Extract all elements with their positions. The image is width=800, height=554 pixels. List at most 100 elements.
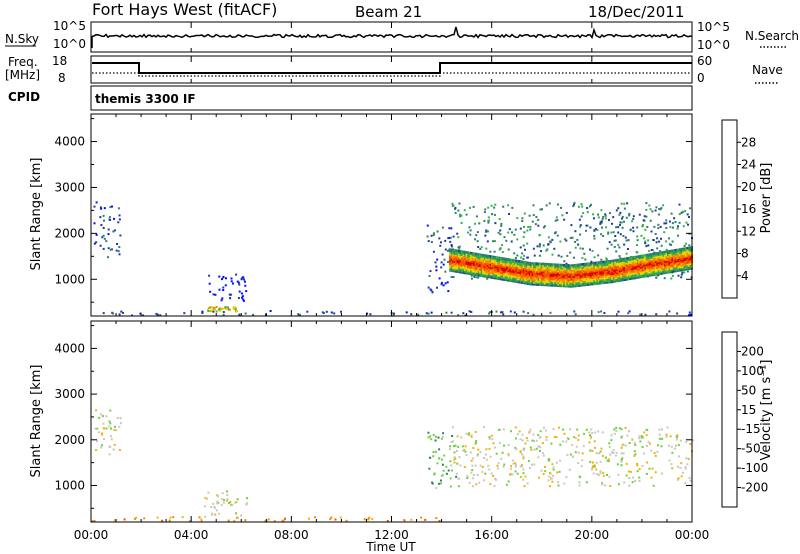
band-cell (552, 284, 555, 287)
band-cell (685, 266, 687, 269)
band-cell (488, 269, 491, 272)
echo-cell (454, 211, 457, 214)
band-cell (473, 271, 476, 275)
band-cell (491, 268, 494, 271)
band-cell (590, 275, 593, 278)
band-cell (614, 265, 617, 269)
echo-cell (298, 313, 301, 316)
band-cell (674, 266, 677, 270)
band-cell (462, 258, 465, 262)
band-cell (602, 276, 605, 280)
band-cell (525, 271, 528, 274)
band-cell (683, 252, 686, 255)
band-cell (474, 260, 477, 264)
echo-cell (215, 509, 218, 512)
band-cell (539, 270, 542, 274)
band-cell (611, 269, 614, 272)
band-cell (647, 256, 650, 260)
band-cell (614, 267, 617, 270)
band-cell (635, 276, 638, 279)
band-cell (654, 253, 657, 257)
band-cell (591, 276, 594, 279)
echo-cell (492, 240, 495, 243)
echo-cell (684, 482, 687, 484)
echo-cell (471, 464, 474, 467)
echo-cell (238, 283, 241, 286)
band-cell (668, 262, 671, 266)
band-cell (677, 254, 680, 258)
band-cell (521, 275, 524, 278)
band-cell (685, 268, 687, 271)
band-cell (673, 257, 675, 260)
band-cell (657, 266, 660, 269)
echo-cell (226, 499, 229, 502)
band-cell (488, 261, 491, 264)
band-cell (491, 257, 494, 260)
band-cell (582, 277, 585, 280)
band-cell (582, 264, 585, 268)
power-panel-frame (90, 113, 693, 317)
band-cell (667, 267, 669, 271)
echo-cell (483, 219, 486, 222)
band-cell (635, 271, 638, 275)
echo-cell (610, 451, 613, 454)
band-cell (525, 266, 528, 269)
band-cell (668, 254, 671, 258)
band-cell (534, 262, 537, 265)
echo-cell (590, 428, 593, 431)
band-cell (549, 269, 552, 273)
echo-cell (614, 235, 617, 237)
band-cell (614, 270, 617, 273)
echo-cell (689, 207, 692, 210)
echo-cell (112, 230, 115, 233)
band-cell (485, 254, 488, 257)
echo-cell (264, 520, 267, 523)
echo-cell (647, 440, 650, 443)
band-cell (645, 253, 648, 257)
band-cell (653, 259, 656, 262)
band-cell (564, 278, 567, 281)
band-cell (491, 263, 494, 266)
echo-cell (425, 312, 428, 315)
echo-cell (569, 453, 572, 456)
echo-cell (675, 444, 677, 447)
band-cell (501, 266, 504, 270)
band-cell (549, 284, 552, 287)
band-cell (648, 271, 651, 274)
echo-cell (669, 435, 672, 438)
echo-cell (617, 231, 620, 234)
band-cell (540, 278, 543, 282)
echo-cell (522, 478, 525, 481)
band-cell (506, 266, 509, 269)
band-cell (548, 272, 551, 276)
band-cell (512, 268, 515, 272)
band-cell (651, 262, 654, 265)
x-tick-label: 00:00 (675, 528, 710, 542)
echo-cell (597, 474, 600, 476)
echo-cell (109, 248, 112, 251)
band-cell (688, 264, 690, 267)
band-cell (524, 261, 527, 264)
band-cell (452, 268, 455, 271)
band-cell (570, 264, 573, 267)
band-cell (641, 257, 644, 261)
echo-cell (476, 231, 479, 234)
echo-cell (593, 217, 595, 220)
band-cell (665, 263, 668, 266)
y-tick-label: 1000 (54, 478, 85, 492)
band-cell (495, 259, 498, 262)
echo-cell (532, 433, 535, 436)
echo-cell (117, 221, 120, 224)
band-cell (521, 279, 524, 283)
band-cell (639, 270, 642, 274)
band-cell (600, 275, 603, 278)
echo-cell (112, 312, 114, 315)
band-cell (605, 266, 608, 270)
band-cell (494, 276, 497, 280)
band-cell (626, 268, 629, 271)
band-cell (453, 268, 456, 271)
band-cell (536, 267, 539, 270)
band-cell (455, 255, 458, 259)
echo-cell (609, 453, 612, 456)
band-cell (461, 266, 464, 269)
